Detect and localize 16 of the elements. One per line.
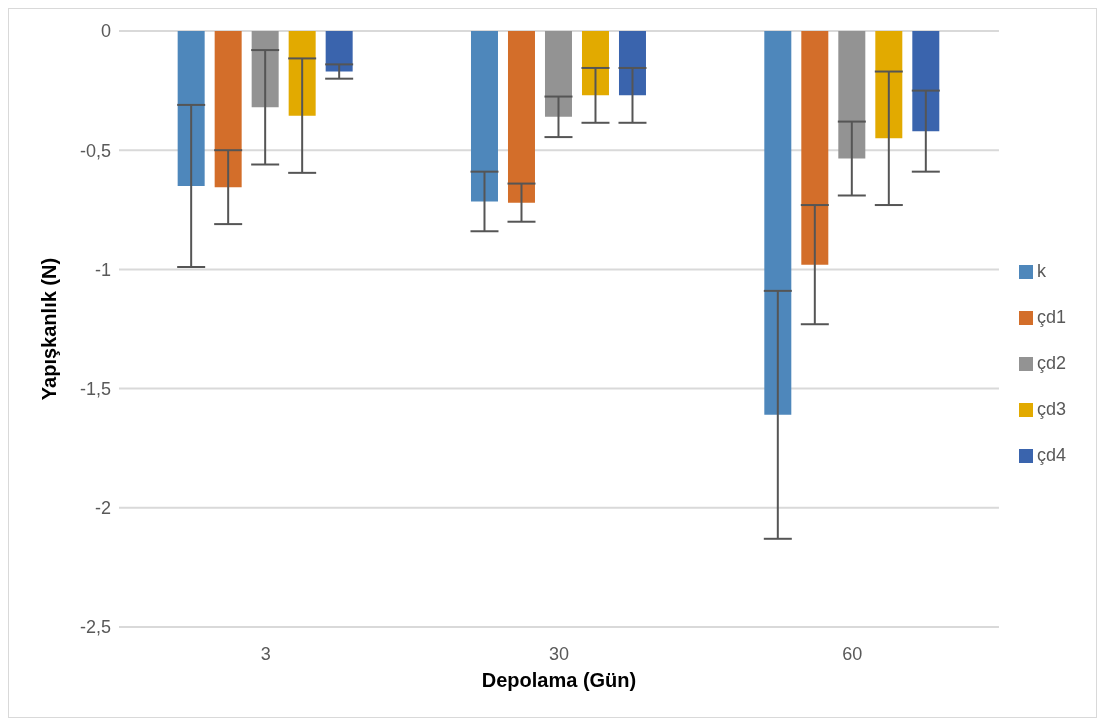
legend-label: çd3 [1036, 399, 1066, 419]
legend-label: çd2 [1036, 353, 1066, 373]
y-axis-title: Yapışkanlık (N) [38, 257, 61, 401]
y-tick-label: -1 [94, 259, 111, 280]
x-tick-label: 30 [548, 643, 569, 664]
y-tick-label: -0,5 [79, 140, 111, 161]
y-tick-label: -2 [94, 498, 111, 519]
x-axis-title: Depolama (Gün) [481, 669, 637, 691]
legend-label: k [1036, 261, 1046, 281]
legend-label: çd1 [1036, 307, 1066, 327]
y-tick-label: 0 [100, 21, 111, 42]
y-tick-label: -2,5 [79, 617, 111, 638]
x-tick-label: 60 [842, 643, 863, 664]
y-tick-label: -1,5 [79, 378, 111, 399]
legend-label: çd4 [1036, 445, 1066, 465]
x-tick-label: 3 [260, 643, 271, 664]
